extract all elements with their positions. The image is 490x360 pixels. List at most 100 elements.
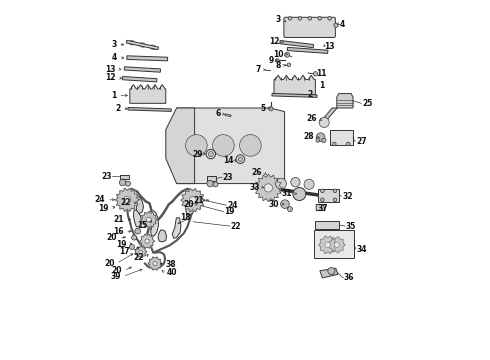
Circle shape	[123, 196, 131, 203]
Circle shape	[316, 139, 319, 142]
Text: 5: 5	[261, 104, 266, 113]
Text: 6: 6	[215, 109, 221, 118]
Polygon shape	[166, 108, 195, 184]
Ellipse shape	[129, 41, 135, 45]
Bar	[122, 77, 157, 82]
Circle shape	[328, 17, 331, 20]
Text: 16: 16	[113, 227, 123, 236]
Text: 32: 32	[342, 192, 353, 201]
Circle shape	[320, 198, 324, 202]
Circle shape	[213, 182, 218, 187]
Text: 3: 3	[276, 15, 281, 24]
Text: 17: 17	[119, 247, 130, 256]
Text: 23: 23	[101, 172, 112, 181]
Circle shape	[288, 207, 293, 212]
Circle shape	[334, 23, 338, 27]
Polygon shape	[133, 210, 141, 227]
Bar	[124, 67, 161, 72]
Ellipse shape	[139, 43, 146, 47]
Circle shape	[153, 261, 157, 266]
Circle shape	[213, 135, 234, 156]
Text: 12: 12	[269, 37, 279, 46]
Circle shape	[319, 117, 329, 127]
Text: 29: 29	[193, 150, 203, 159]
Circle shape	[328, 267, 335, 275]
Circle shape	[291, 177, 300, 187]
Polygon shape	[158, 230, 167, 242]
Text: 40: 40	[167, 269, 177, 277]
Polygon shape	[255, 174, 282, 202]
Text: 1: 1	[319, 81, 324, 90]
Text: 27: 27	[356, 137, 367, 146]
Text: 22: 22	[133, 253, 144, 262]
Polygon shape	[140, 234, 154, 248]
Bar	[315, 230, 354, 258]
Polygon shape	[148, 257, 162, 270]
Circle shape	[325, 242, 331, 248]
Circle shape	[333, 189, 337, 193]
Polygon shape	[337, 94, 353, 108]
Text: 21: 21	[113, 215, 123, 224]
Text: 33: 33	[250, 183, 261, 192]
Text: 2: 2	[116, 104, 121, 113]
Text: 12: 12	[105, 73, 116, 82]
Circle shape	[120, 179, 126, 186]
Circle shape	[293, 188, 306, 201]
Circle shape	[264, 184, 272, 192]
Polygon shape	[120, 175, 129, 179]
Circle shape	[287, 63, 291, 67]
Text: 26: 26	[307, 114, 317, 123]
Circle shape	[125, 181, 130, 186]
Polygon shape	[225, 114, 231, 117]
Circle shape	[139, 250, 143, 254]
Text: 4: 4	[339, 20, 344, 29]
Ellipse shape	[150, 45, 156, 49]
Polygon shape	[135, 246, 147, 258]
Polygon shape	[329, 237, 345, 253]
Text: 23: 23	[222, 173, 233, 182]
Circle shape	[132, 235, 137, 240]
Text: 24: 24	[227, 201, 238, 210]
Circle shape	[304, 179, 314, 189]
Circle shape	[129, 244, 134, 249]
Polygon shape	[318, 189, 339, 202]
Circle shape	[281, 200, 289, 208]
Text: 11: 11	[316, 69, 327, 78]
Circle shape	[135, 228, 141, 234]
Circle shape	[333, 142, 336, 146]
Circle shape	[316, 133, 325, 141]
Bar	[127, 56, 168, 61]
Polygon shape	[207, 176, 216, 181]
Text: 13: 13	[324, 42, 335, 51]
Circle shape	[186, 135, 207, 156]
FancyBboxPatch shape	[284, 17, 335, 37]
Text: 38: 38	[165, 260, 176, 269]
Text: 18: 18	[180, 212, 191, 222]
Circle shape	[298, 17, 302, 20]
Circle shape	[207, 180, 213, 187]
Text: 37: 37	[317, 204, 328, 212]
Circle shape	[208, 152, 213, 157]
Circle shape	[288, 17, 292, 20]
Text: 7: 7	[256, 66, 261, 75]
Text: 3: 3	[111, 40, 117, 49]
Circle shape	[147, 217, 151, 222]
Circle shape	[269, 107, 273, 111]
Polygon shape	[130, 85, 166, 103]
Polygon shape	[181, 189, 205, 212]
Text: 34: 34	[357, 245, 367, 253]
Text: 4: 4	[112, 53, 117, 62]
Circle shape	[321, 138, 326, 143]
Polygon shape	[318, 236, 337, 253]
Polygon shape	[176, 108, 285, 184]
Text: 15: 15	[137, 220, 147, 230]
Bar	[272, 94, 317, 97]
Bar	[128, 108, 171, 111]
Text: 36: 36	[344, 274, 354, 282]
Bar	[126, 40, 159, 50]
Circle shape	[285, 52, 290, 57]
Circle shape	[275, 178, 286, 189]
Text: 19: 19	[98, 204, 109, 212]
Circle shape	[346, 142, 350, 146]
Polygon shape	[115, 188, 139, 211]
